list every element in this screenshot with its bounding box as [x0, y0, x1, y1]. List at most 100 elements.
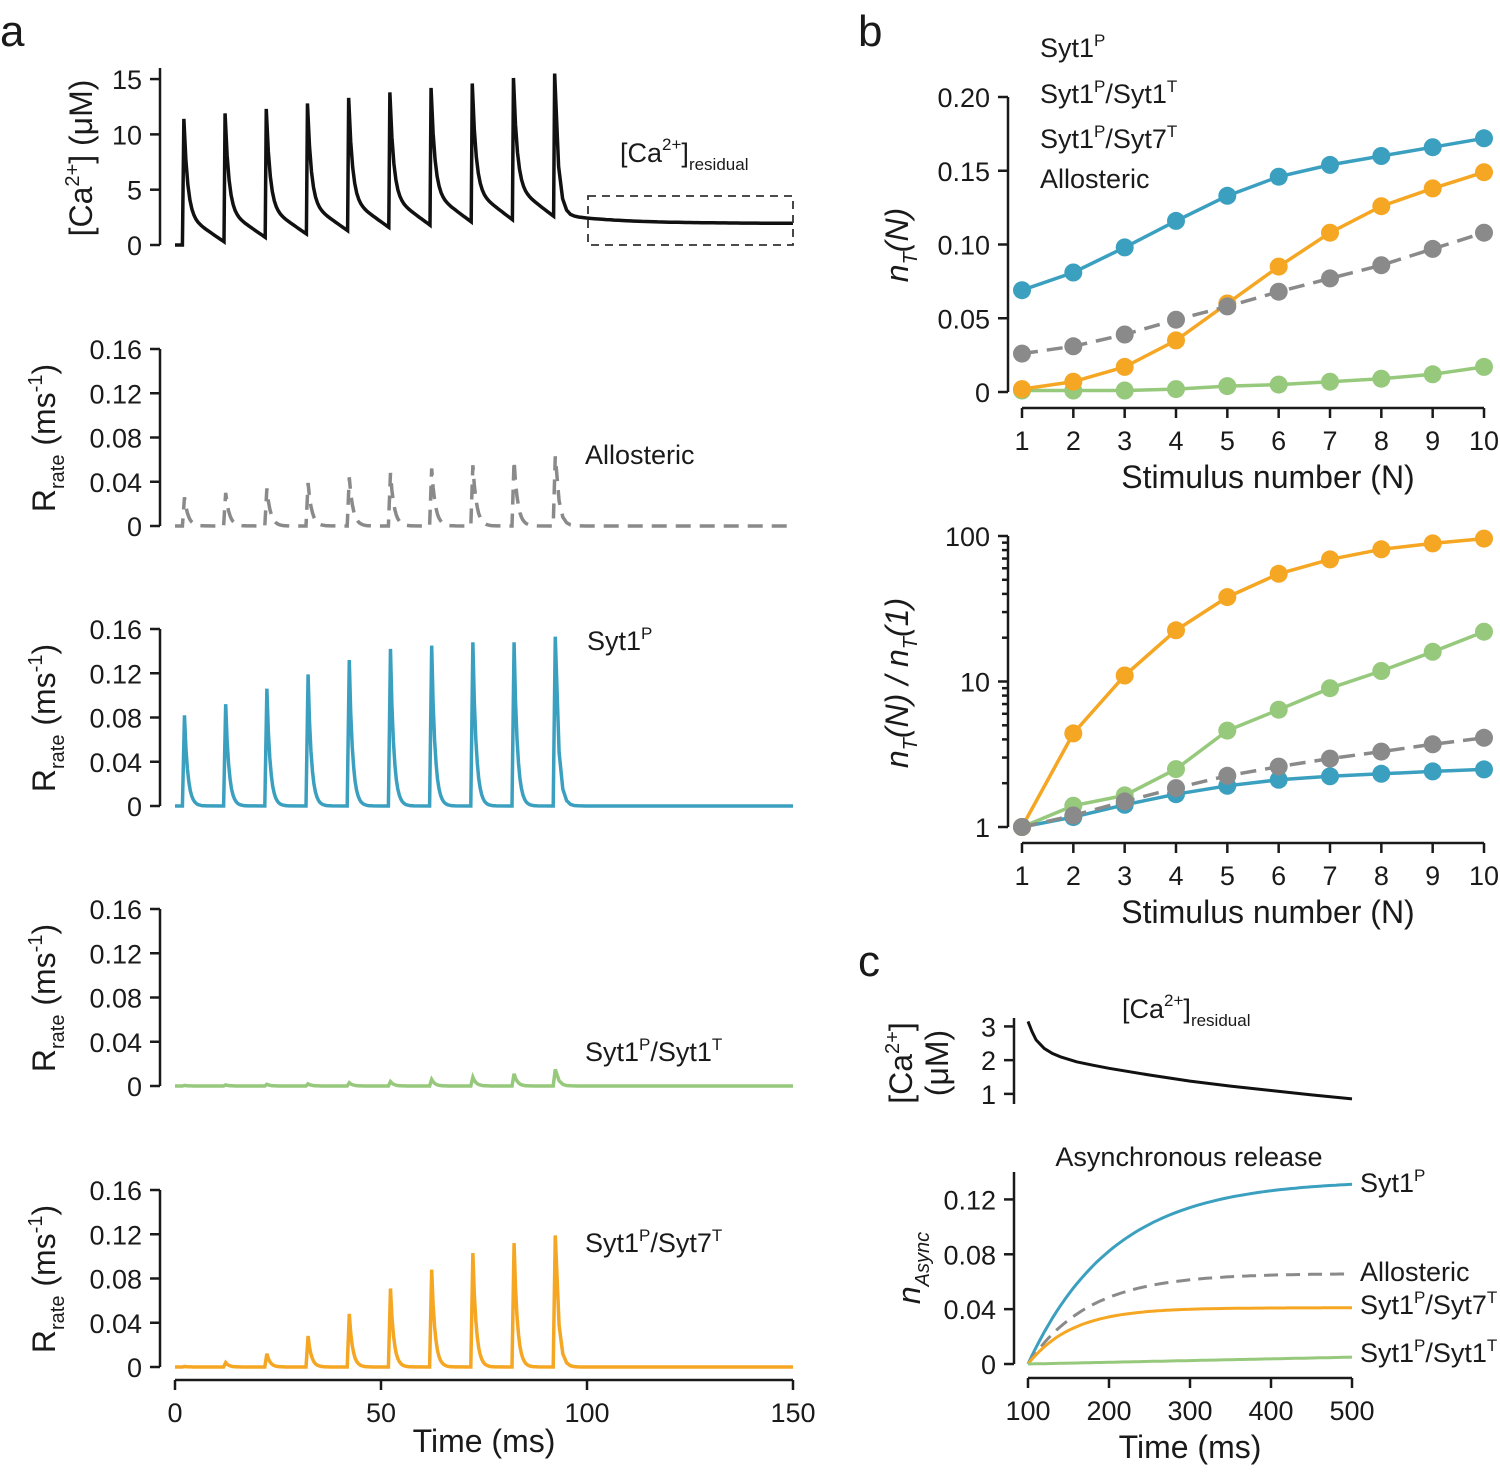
- b-top-point-syt1p_syt1t: [1269, 375, 1288, 394]
- b-top-y-label: nT(N): [879, 208, 922, 282]
- b-bottom-x-tick-label: 5: [1220, 861, 1235, 891]
- c-bottom-y-tick-label: 0: [981, 1350, 996, 1380]
- c-bottom-line-syt1p_syt1t: [1027, 1355, 1353, 1366]
- b-top-point-syt1p: [1269, 167, 1288, 186]
- c-bottom-x-ticks: 100 200 300 400 500: [1005, 1378, 1375, 1426]
- b-top-point-syt1p: [1013, 281, 1031, 300]
- b-top-point-syt1p_syt1t: [1218, 377, 1237, 396]
- panel-a4: 0 0.04 0.08 0.12 0.16 Rrate (ms-1) Syt1P/Syt…: [25, 895, 793, 1102]
- a1-y-label: [Ca2+] (μM): [62, 80, 99, 237]
- c-bottom-y-label: nAsync: [891, 1232, 934, 1304]
- a1-y-tick-label: 5: [127, 176, 142, 206]
- b-bottom-x-tick-label: 4: [1168, 861, 1183, 891]
- b-bottom-x-tick-label: 1: [1014, 861, 1029, 891]
- b-top-point-allosteric: [1218, 297, 1237, 316]
- c-bottom-title: Asynchronous release: [1055, 1142, 1322, 1172]
- b-top-y-tick-label: 0.15: [937, 157, 990, 187]
- a5-x-tick-label: 50: [366, 1398, 396, 1428]
- b-top-point-syt1p: [1475, 129, 1493, 148]
- a3-series-label: Syt1P: [587, 624, 652, 656]
- c-top-y-ticks: 1 2 3: [981, 1012, 1014, 1110]
- b-top-point-syt1p: [1115, 238, 1134, 257]
- b-top-point-allosteric: [1269, 282, 1288, 301]
- b-top-legend-item: Syt1P/Syt1T: [1040, 77, 1177, 109]
- c-top-y-label-line2: (μM): [919, 1030, 955, 1096]
- b-top-point-syt1p_syt7t: [1064, 372, 1083, 391]
- a2-y-tick-label: 0.16: [89, 335, 142, 365]
- panel-a5: 0 0.04 0.08 0.12 0.16 Rrate (ms-1) Syt1P/Syt…: [25, 1176, 816, 1459]
- b-bottom-x-tick-label: 10: [1469, 861, 1499, 891]
- a5-y-tick-label: 0.04: [89, 1309, 142, 1339]
- a5-y-tick-label: 0.08: [89, 1265, 142, 1295]
- panel-c-top: 1 2 3 [Ca2+] (μM) [Ca2+]residual: [882, 991, 1353, 1110]
- c-top-y-label-line1: [Ca2+]: [882, 1022, 919, 1104]
- b-bottom-x-tick-label: 8: [1374, 861, 1389, 891]
- a5-y-ticks: 0 0.04 0.08 0.12 0.16: [89, 1176, 160, 1383]
- b-bottom-point-allosteric: [1167, 779, 1185, 798]
- b-bottom-point-syt1p_syt7t: [1218, 588, 1237, 607]
- b-bottom-x-label: Stimulus number (N): [1121, 894, 1414, 930]
- a2-y-label: Rrate (ms-1): [25, 364, 69, 512]
- b-top-x-ticks: 1 2 3 4 5 6 7 8 9 10: [1014, 408, 1499, 456]
- b-top-point-allosteric: [1423, 239, 1442, 258]
- a3-y-tick-label: 0.16: [89, 615, 142, 645]
- a5-x-ticks: 0 50 100 150: [167, 1380, 816, 1428]
- b-bottom-point-syt1p_syt1t: [1321, 679, 1339, 698]
- b-bottom-point-syt1p: [1423, 762, 1442, 781]
- b-top-point-syt1p: [1167, 211, 1185, 230]
- c-bottom-x-tick-label: 500: [1329, 1396, 1374, 1426]
- b-top-x-tick-label: 5: [1220, 426, 1235, 456]
- b-top-legend-item: Allosteric: [1040, 164, 1150, 194]
- b-top-legend: Syt1P Syt1P/Syt1T Syt1P/Syt7T Allosteric: [1040, 31, 1177, 194]
- b-bottom-point-syt1p_syt1t: [1423, 642, 1442, 661]
- b-top-point-allosteric: [1013, 344, 1031, 363]
- b-top-point-allosteric: [1372, 256, 1391, 275]
- b-bottom-x-tick-label: 2: [1066, 861, 1081, 891]
- panel-b-bottom: 1 10 100 1 2 3 4 5 6 7 8 9 10 nT(N) / nT(1) Stimulu…: [879, 522, 1499, 930]
- a5-series-label: Syt1P/Syt7T: [585, 1226, 722, 1258]
- b-bottom-line-allosteric: [1021, 736, 1485, 829]
- a2-y-tick-label: 0.08: [89, 424, 142, 454]
- b-top-point-syt1p: [1372, 147, 1391, 165]
- b-top-line-syt1p_syt1t: [1022, 365, 1485, 393]
- b-top-point-syt1p_syt7t: [1372, 197, 1391, 216]
- b-top-point-syt1p_syt1t: [1115, 381, 1134, 400]
- a3-syt1p-line: [175, 636, 793, 808]
- b-bottom-point-allosteric: [1269, 757, 1288, 776]
- a4-y-tick-label: 0.16: [89, 895, 142, 925]
- a3-y-tick-label: 0: [127, 792, 142, 822]
- b-top-point-syt1p_syt1t: [1167, 380, 1185, 399]
- a2-series-label: Allosteric: [585, 440, 695, 470]
- b-bottom-series: [1013, 529, 1493, 836]
- a5-y-tick-label: 0: [127, 1353, 142, 1383]
- a3-y-ticks: 0 0.04 0.08 0.12 0.16: [89, 615, 160, 822]
- b-bottom-point-allosteric: [1064, 806, 1083, 825]
- b-bottom-point-allosteric: [1475, 728, 1493, 747]
- b-bottom-point-allosteric: [1115, 792, 1134, 811]
- b-top-point-syt1p_syt7t: [1321, 223, 1339, 242]
- a4-y-tick-label: 0.08: [89, 984, 142, 1014]
- b-bottom-point-syt1p_syt7t: [1115, 666, 1134, 685]
- b-bottom-y-label: nT(N) / nT(1): [879, 598, 922, 768]
- c-bottom-line-allosteric: [1026, 1272, 1353, 1365]
- panel-a2: 0 0.04 0.08 0.12 0.16 Rrate (ms-1) Allosteri…: [25, 335, 793, 542]
- b-top-point-allosteric: [1167, 310, 1185, 329]
- panel-label-a: a: [0, 7, 25, 56]
- c-bottom-line-syt1p: [1026, 1182, 1353, 1365]
- c-bottom-series-label: Syt1P/Syt1T: [1360, 1336, 1497, 1368]
- b-top-point-syt1p: [1321, 155, 1339, 174]
- b-top-point-syt1p: [1218, 186, 1237, 205]
- a5-x-tick-label: 0: [167, 1398, 182, 1428]
- b-top-legend-item: Syt1P: [1040, 31, 1105, 63]
- b-top-x-tick-label: 9: [1425, 426, 1440, 456]
- a4-y-ticks: 0 0.04 0.08 0.12 0.16: [89, 895, 160, 1102]
- a5-syt1p-syt7t-line: [175, 1235, 793, 1369]
- panel-a1: 0 5 10 15 [Ca2+] (μM) [Ca2+]residual: [62, 65, 794, 261]
- c-top-calcium-line: [1026, 1020, 1353, 1101]
- b-bottom-point-syt1p_syt7t: [1321, 550, 1339, 569]
- a1-y-ticks: 0 5 10 15: [112, 65, 160, 261]
- b-top-point-allosteric: [1115, 325, 1134, 344]
- b-bottom-point-syt1p_syt1t: [1167, 760, 1185, 779]
